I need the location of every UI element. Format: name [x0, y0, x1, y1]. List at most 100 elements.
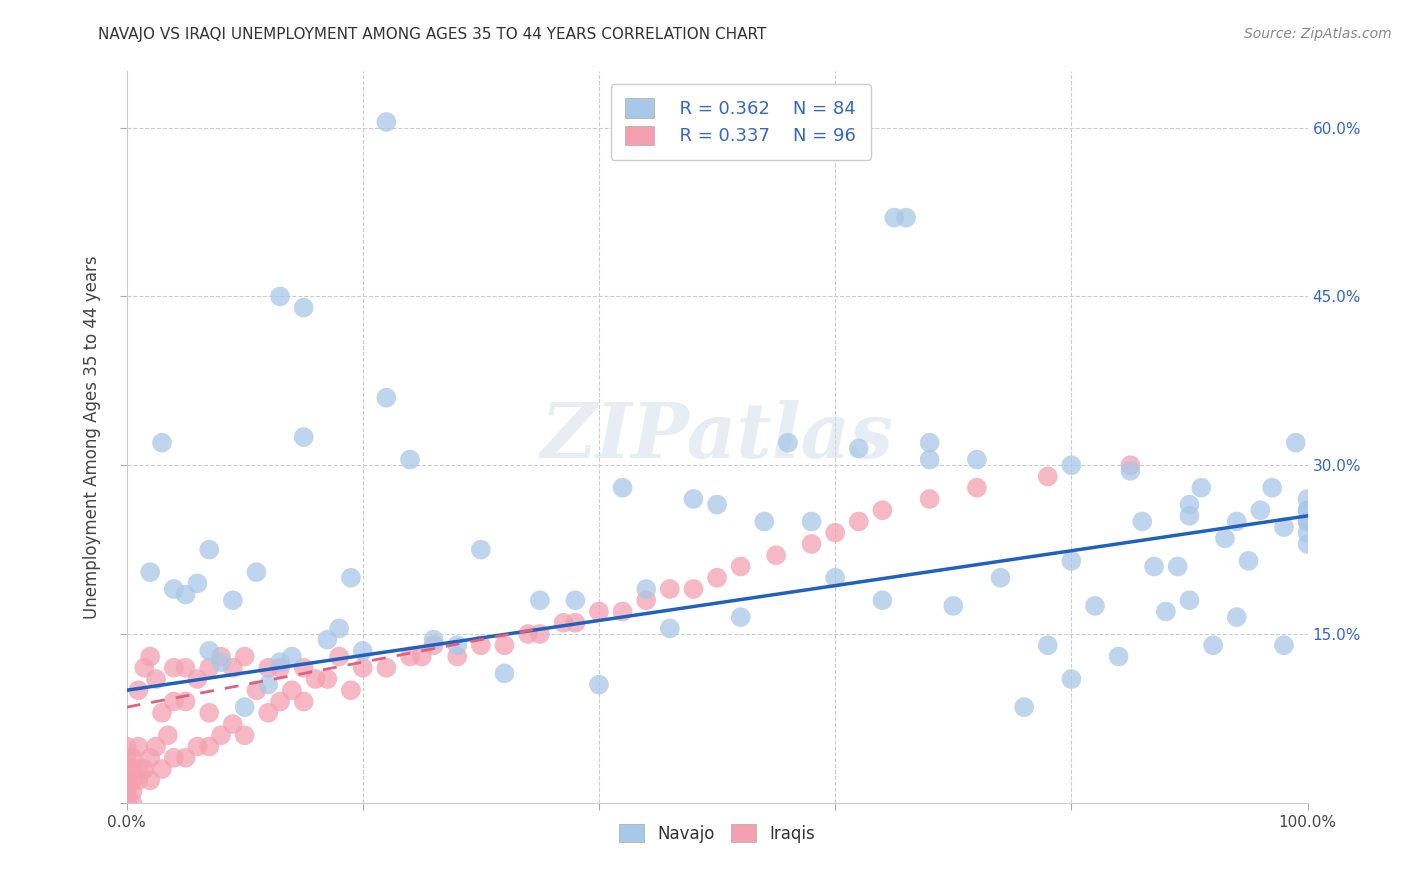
Point — [1178, 508, 1201, 523]
Point — [209, 649, 232, 664]
Point — [198, 644, 221, 658]
Point — [163, 751, 186, 765]
Point — [399, 649, 422, 664]
Point — [872, 593, 894, 607]
Point — [174, 588, 197, 602]
Point — [564, 593, 586, 607]
Point — [1119, 464, 1142, 478]
Point — [139, 565, 162, 579]
Point — [115, 796, 138, 810]
Point — [121, 784, 143, 798]
Point — [636, 582, 658, 596]
Point — [115, 796, 138, 810]
Point — [245, 565, 267, 579]
Point — [1296, 515, 1319, 529]
Point — [1272, 638, 1295, 652]
Point — [1202, 638, 1225, 652]
Point — [186, 576, 208, 591]
Point — [612, 481, 634, 495]
Point — [115, 796, 138, 810]
Point — [1154, 605, 1177, 619]
Point — [245, 683, 267, 698]
Point — [1167, 559, 1189, 574]
Point — [1237, 554, 1260, 568]
Point — [942, 599, 965, 613]
Point — [918, 491, 941, 506]
Y-axis label: Unemployment Among Ages 35 to 44 years: Unemployment Among Ages 35 to 44 years — [83, 255, 101, 619]
Point — [470, 542, 492, 557]
Point — [222, 717, 245, 731]
Point — [966, 481, 988, 495]
Point — [706, 498, 728, 512]
Point — [517, 627, 540, 641]
Point — [156, 728, 179, 742]
Point — [848, 442, 870, 456]
Point — [115, 796, 138, 810]
Point — [145, 739, 167, 754]
Point — [1296, 515, 1319, 529]
Point — [139, 649, 162, 664]
Point — [730, 610, 752, 624]
Point — [198, 661, 221, 675]
Point — [292, 661, 315, 675]
Point — [883, 211, 905, 225]
Point — [316, 632, 339, 647]
Point — [269, 694, 291, 708]
Point — [1130, 515, 1153, 529]
Point — [257, 678, 280, 692]
Point — [233, 728, 256, 742]
Point — [145, 672, 167, 686]
Point — [1060, 672, 1083, 686]
Point — [564, 615, 586, 630]
Point — [1296, 525, 1319, 540]
Point — [800, 515, 823, 529]
Point — [446, 649, 468, 664]
Point — [328, 621, 350, 635]
Point — [1178, 593, 1201, 607]
Point — [121, 751, 143, 765]
Point — [186, 739, 208, 754]
Point — [134, 661, 156, 675]
Point — [894, 211, 917, 225]
Point — [340, 683, 363, 698]
Point — [257, 706, 280, 720]
Point — [115, 796, 138, 810]
Point — [174, 694, 197, 708]
Point — [115, 751, 138, 765]
Point — [292, 430, 315, 444]
Point — [1285, 435, 1308, 450]
Point — [139, 751, 162, 765]
Point — [127, 762, 149, 776]
Point — [340, 571, 363, 585]
Point — [121, 796, 143, 810]
Point — [198, 542, 221, 557]
Point — [150, 435, 173, 450]
Point — [115, 796, 138, 810]
Point — [115, 796, 138, 810]
Point — [269, 289, 291, 303]
Point — [1143, 559, 1166, 574]
Point — [375, 391, 398, 405]
Point — [174, 661, 197, 675]
Point — [422, 638, 444, 652]
Point — [1036, 638, 1059, 652]
Point — [765, 548, 787, 562]
Point — [1119, 458, 1142, 473]
Point — [121, 773, 143, 788]
Point — [127, 739, 149, 754]
Point — [658, 582, 681, 596]
Point — [1178, 498, 1201, 512]
Point — [918, 435, 941, 450]
Point — [1296, 537, 1319, 551]
Point — [127, 683, 149, 698]
Point — [304, 672, 326, 686]
Point — [115, 796, 138, 810]
Point — [1226, 610, 1249, 624]
Point — [1296, 491, 1319, 506]
Point — [824, 571, 846, 585]
Point — [1084, 599, 1107, 613]
Point — [529, 593, 551, 607]
Point — [1226, 515, 1249, 529]
Point — [730, 559, 752, 574]
Point — [1012, 700, 1035, 714]
